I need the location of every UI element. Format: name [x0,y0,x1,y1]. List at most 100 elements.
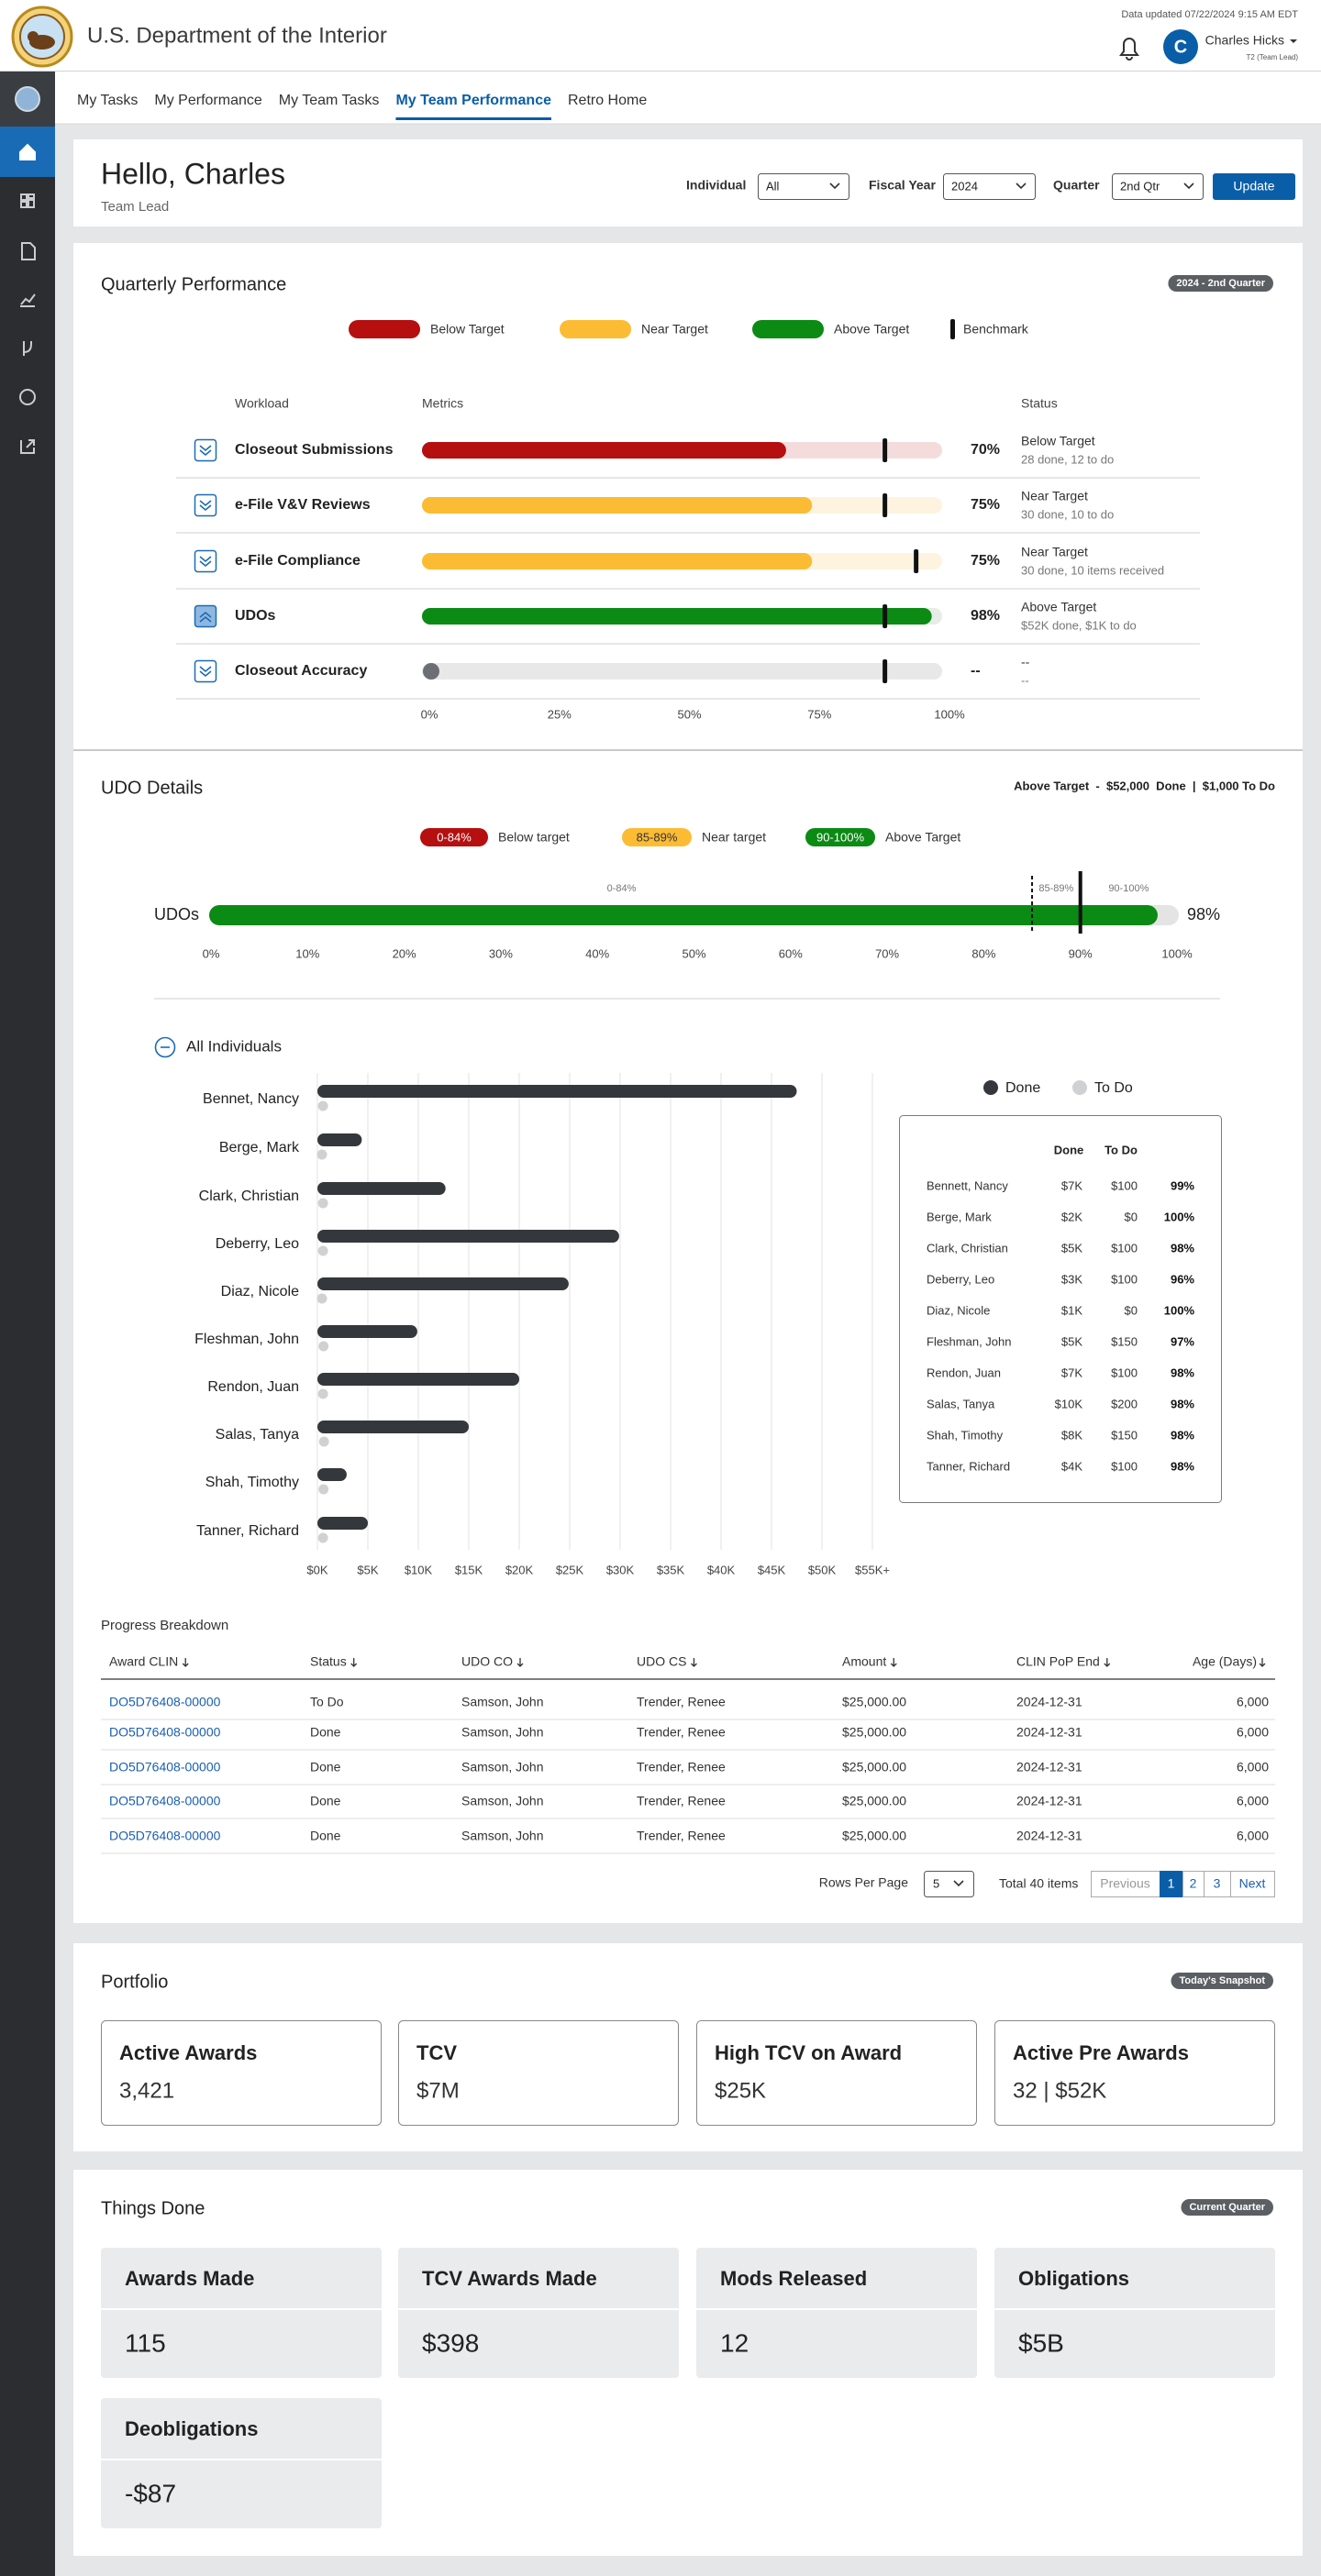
nav-tab[interactable]: My Team Performance [395,93,551,108]
table-header[interactable]: CLIN PoP End [1016,1654,1100,1669]
status-detail: $52K done, $1K to do [1021,618,1137,632]
metric-bar [422,553,813,569]
user-menu-caret[interactable] [1290,39,1297,43]
summary-name: Bennett, Nancy [927,1178,1008,1192]
sort-arrow[interactable] [890,1658,897,1667]
award-link[interactable]: DO5D76408-00000 [109,1794,221,1808]
table-cell: $25,000.00 [842,1695,906,1709]
update-button[interactable] [1213,173,1295,200]
home-icon[interactable] [19,143,36,160]
table-header[interactable]: Status [310,1654,347,1669]
todo-dot [317,1198,328,1209]
chart-icon[interactable] [20,293,36,307]
rows-per-page-value[interactable]: 5 [933,1876,939,1890]
page-button[interactable] [1091,1871,1160,1897]
x-tick-label: $30K [606,1563,635,1576]
section-title: Portfolio [101,1972,168,1992]
done-bar [317,1133,362,1146]
summary-todo: $100 [1111,1459,1138,1473]
table-header[interactable]: Award CLIN [109,1654,178,1669]
table-header[interactable]: Age (Days) [1193,1654,1257,1669]
table-cell: 6,000 [1237,1725,1269,1740]
page-button-label[interactable]: 1 [1168,1876,1175,1891]
table-cell: Trender, Renee [637,1695,726,1709]
todo-dot [317,1100,328,1111]
person-name: Berge, Mark [219,1140,300,1155]
stat-value: 115 [125,2328,166,2357]
award-link[interactable]: DO5D76408-00000 [109,1725,221,1740]
filter-select[interactable] [943,173,1036,200]
filter-select[interactable] [1112,173,1204,200]
section-title: Quarterly Performance [101,274,286,294]
badge: Current Quarter [1189,2202,1265,2213]
nav-tab[interactable]: My Tasks [77,93,138,108]
kpi-label: Active Awards [119,2041,257,2064]
update-button-label[interactable]: Update [1233,179,1274,193]
avatar[interactable] [1163,29,1198,64]
award-link[interactable]: DO5D76408-00000 [109,1695,221,1709]
stat-value: 12 [720,2328,749,2357]
table-header[interactable]: Amount [842,1654,886,1669]
empty-metric-dot [423,663,439,680]
external-link-icon[interactable] [20,439,35,454]
table-cell: Trender, Renee [637,1794,726,1808]
x-tick-label: 10% [295,946,319,960]
summary-percent: 100% [1164,1210,1195,1223]
stat-value: -$87 [125,2479,176,2507]
sort-arrow[interactable] [1259,1658,1266,1667]
page-button-label[interactable]: 2 [1190,1876,1197,1891]
sort-arrow[interactable] [1104,1658,1111,1667]
table-cell: 6,000 [1237,1794,1269,1808]
person-name: Shah, Timothy [205,1475,299,1490]
sort-arrow[interactable] [350,1658,358,1667]
column-header: Workload [235,396,289,411]
stat-label: Deobligations [125,2417,258,2440]
user-name[interactable]: Charles Hicks [1205,33,1284,48]
toggle-label[interactable]: All Individuals [186,1037,282,1055]
kpi-card [101,2020,382,2126]
filter-select[interactable] [758,173,849,200]
stat-label: Awards Made [125,2267,254,2290]
award-link[interactable]: DO5D76408-00000 [109,1829,221,1843]
summary-percent: 98% [1171,1428,1194,1442]
stat-value: $398 [422,2328,479,2357]
summary-todo: $100 [1111,1272,1138,1286]
x-tick-label: $25K [556,1563,584,1576]
summary-done: $5K [1061,1241,1082,1255]
summary-done: $10K [1055,1397,1083,1410]
sort-arrow[interactable] [182,1658,189,1667]
toggle-chevron [199,556,212,568]
branch-icon[interactable] [23,341,32,356]
stat-label: Mods Released [720,2267,867,2290]
award-link[interactable]: DO5D76408-00000 [109,1760,221,1774]
status-detail: 28 done, 12 to do [1021,452,1114,466]
person-name: Tanner, Richard [196,1523,299,1539]
sort-arrow[interactable] [690,1658,697,1667]
greeting-title: Hello, Charles [101,157,285,190]
rows-per-page-select[interactable] [924,1871,974,1897]
todo-dot [318,1436,329,1447]
avatar-initial[interactable]: C [1174,37,1187,57]
legend-label: To Do [1094,1080,1133,1096]
nav-tab[interactable]: Retro Home [568,93,647,108]
table-header[interactable]: UDO CS [637,1654,686,1669]
page-button-label[interactable]: Next [1239,1876,1266,1891]
filter-value[interactable]: All [766,179,780,193]
table-header[interactable]: UDO CO [461,1654,513,1669]
notification-bell[interactable] [1119,38,1139,61]
page-button-label[interactable]: Previous [1100,1876,1149,1891]
sort-arrow[interactable] [516,1658,524,1667]
filter-value[interactable]: 2nd Qtr [1120,179,1160,193]
help-icon[interactable] [19,389,36,405]
document-icon[interactable] [21,242,36,260]
filter-value[interactable]: 2024 [951,179,978,193]
nav-tab[interactable]: My Performance [154,93,261,108]
metric-bar [422,608,932,625]
x-tick-label: $10K [405,1563,433,1576]
page-button-label[interactable]: 3 [1214,1876,1221,1891]
page-button[interactable] [1230,1871,1275,1897]
nav-tab[interactable]: My Team Tasks [279,93,380,108]
toggle-chevron [199,445,212,457]
dashboard-icon[interactable] [20,193,35,208]
